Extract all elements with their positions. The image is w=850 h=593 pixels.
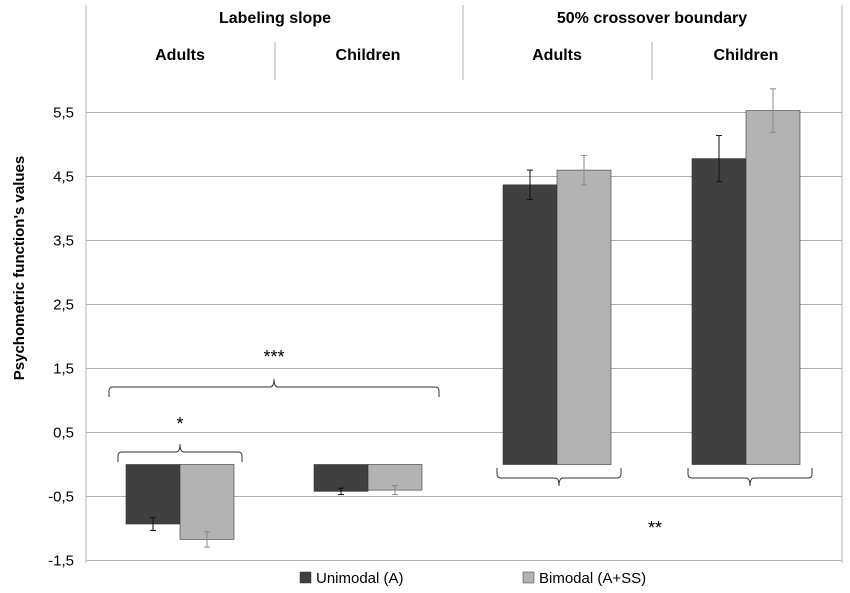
bars [125,88,801,548]
y-tick-label-3: 2,5 [53,297,74,314]
significance-label-2: ** [648,518,662,538]
bracket-labeling-adults [117,443,243,462]
y-axis-label: Psychometric function's values [11,156,28,380]
bar-0-1 [313,464,369,492]
legend-label-1: Bimodal (A+SS) [539,570,646,587]
group-header-0: Labeling slope [219,10,331,27]
bar-1-3 [745,110,801,465]
bar-0-2 [502,184,558,465]
error-bar-0-2 [527,169,533,201]
y-tick-label-4: 1,5 [53,361,74,378]
legend-label-0: Unimodal (A) [316,570,404,587]
legend-item-1: Bimodal (A+SS) [522,570,646,587]
legend: Unimodal (A) Bimodal (A+SS) [299,570,646,587]
bracket-labeling-slope [108,378,440,397]
legend-item-0: Unimodal (A) [299,570,404,587]
y-tick-label-7: -1,5 [48,553,74,570]
legend-swatch-1 [522,571,535,584]
bar-1-0 [179,464,235,540]
y-tick-label-2: 3,5 [53,233,74,250]
bar-0-0 [125,464,181,525]
y-tick-label-0: 5,5 [53,105,74,122]
y-tick-labels: 5,5 4,5 3,5 2,5 1,5 0,5 -0,5 -1,5 [48,105,74,570]
significance-label-0: *** [263,347,284,367]
bar-1-2 [556,169,612,465]
error-bar-1-2 [581,154,587,186]
significance-brackets: ****** [108,347,813,538]
y-tick-label-5: 0,5 [53,425,74,442]
error-bar-1-0 [204,531,210,548]
error-bar-0-3 [716,135,722,183]
bar-0-3 [691,158,747,465]
group-headers: Labeling slope Adults Children 50% crossove… [155,10,778,64]
error-bar-0-1 [338,487,344,496]
subgroup-header-0-1: Children [336,47,401,64]
subgroup-header-0-0: Adults [155,47,205,64]
y-tick-label-6: -0,5 [48,489,74,506]
error-bar-1-3 [770,88,776,133]
bracket-crossover-children [687,468,813,487]
error-bar-1-1 [392,485,398,496]
legend-swatch-0 [299,571,312,584]
error-bar-0-0 [150,517,156,531]
bracket-crossover-adults [496,468,622,487]
y-tick-label-1: 4,5 [53,169,74,186]
group-header-1: 50% crossover boundary [557,10,747,27]
subgroup-header-1-0: Adults [532,47,582,64]
subgroup-header-1-1: Children [714,47,779,64]
significance-label-1: * [176,414,183,434]
